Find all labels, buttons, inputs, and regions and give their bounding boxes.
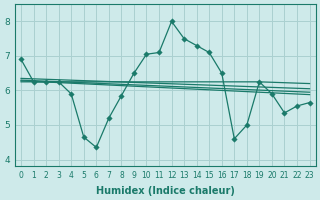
X-axis label: Humidex (Indice chaleur): Humidex (Indice chaleur) bbox=[96, 186, 235, 196]
